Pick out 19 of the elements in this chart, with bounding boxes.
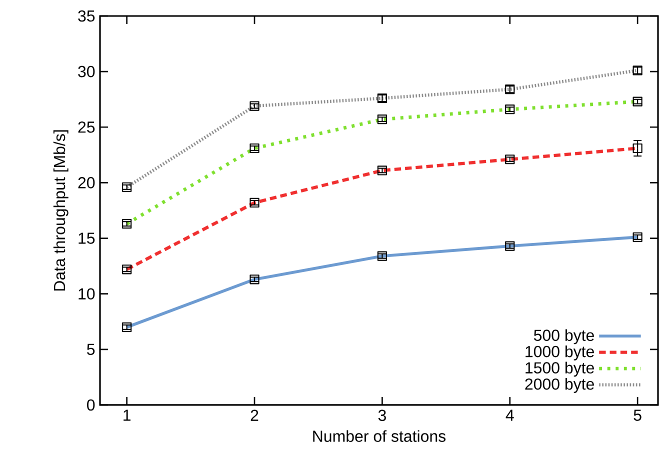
legend-label: 2000 byte bbox=[525, 378, 594, 393]
x-axis-title: Number of stations bbox=[313, 430, 446, 442]
x-tick-label: 5 bbox=[634, 410, 642, 421]
y-tick-label: 25 bbox=[78, 121, 95, 133]
x-tick-label: 1 bbox=[124, 410, 130, 421]
legend-label: 1500 byte bbox=[526, 362, 594, 377]
x-tick-label: 4 bbox=[506, 410, 514, 421]
y-tick-label: 0 bbox=[87, 399, 95, 411]
y-tick-label: 5 bbox=[87, 344, 95, 355]
legend-label: 1000 byte bbox=[526, 346, 594, 360]
x-tick-label: 3 bbox=[378, 410, 386, 422]
y-tick-label: 30 bbox=[78, 66, 95, 78]
y-tick-label: 15 bbox=[78, 232, 95, 244]
y-tick-label: 20 bbox=[78, 177, 95, 188]
x-tick-label: 2 bbox=[250, 410, 258, 421]
y-tick-label: 35 bbox=[78, 10, 95, 22]
y-tick-label: 10 bbox=[78, 288, 95, 300]
legend-label: 500 byte bbox=[534, 329, 594, 344]
y-axis-title: Data throughput [Mb/s] bbox=[53, 130, 68, 291]
